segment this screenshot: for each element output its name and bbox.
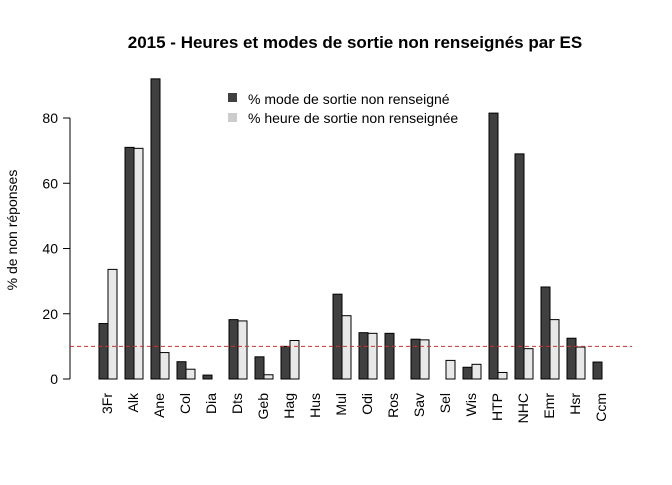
bar-NHC-mode [514, 153, 525, 380]
x-tick-label-NHC: NHC [515, 393, 531, 423]
bar-Emr-heure [549, 319, 560, 380]
bar-Geb-heure [263, 374, 274, 380]
x-tick-label-3Fr: 3Fr [99, 393, 115, 414]
bar-Ccm-mode [592, 361, 603, 380]
bar-Dia-mode [202, 374, 213, 380]
y-tick-label-20: 20 [42, 306, 58, 322]
y-tick-label-60: 60 [42, 175, 58, 191]
x-tick-label-Emr: Emr [541, 393, 557, 419]
bar-Col-heure [185, 368, 196, 380]
legend-swatch-heure [228, 113, 237, 122]
bar-Ane-heure [159, 352, 170, 380]
chart-title: 2015 - Heures et modes de sortie non ren… [128, 33, 582, 52]
bar-Geb-mode [254, 356, 265, 380]
legend-swatch-mode [228, 93, 237, 102]
bar-Alk-mode [124, 146, 135, 380]
legend: % mode de sortie non renseigné % heure d… [228, 91, 458, 126]
x-tick-label-Hag: Hag [281, 393, 297, 419]
legend-label-heure: % heure de sortie non renseignée [248, 110, 458, 126]
plot-area: 0 20 40 60 80 3Fr Alk Ane Col Dia Dts Geb Hag Hus Mul O… [42, 78, 632, 423]
y-tick-label-80: 80 [42, 110, 58, 126]
x-tick-label-Ccm: Ccm [593, 393, 609, 422]
x-tick-label-Col: Col [177, 393, 193, 414]
bar-Ane-mode [150, 78, 161, 380]
bar-Odi-heure [367, 332, 378, 380]
x-tick-label-Geb: Geb [255, 393, 271, 420]
legend-label-mode: % mode de sortie non renseigné [248, 91, 450, 107]
x-tick-label-Dia: Dia [203, 393, 219, 414]
bar-Dts-heure [237, 320, 248, 380]
x-tick-label-Mul: Mul [333, 393, 349, 416]
bar-NHC-heure [523, 348, 534, 380]
x-tick-label-Hus: Hus [307, 393, 323, 418]
x-tick-label-Odi: Odi [359, 393, 375, 415]
bar-Sav-heure [419, 339, 430, 380]
x-tick-label-Ros: Ros [385, 393, 401, 418]
bar-Wis-mode [462, 366, 473, 380]
bar-Emr-mode [540, 286, 551, 380]
bar-Odi-mode [358, 332, 369, 380]
x-tick-label-Sav: Sav [411, 393, 427, 417]
bar-Hag-mode [280, 345, 291, 380]
x-tick-label-Wis: Wis [463, 393, 479, 416]
y-axis-label: % de non réponses [4, 170, 20, 291]
y-tick-label-0: 0 [50, 371, 58, 387]
x-tick-label-Sel: Sel [437, 393, 453, 413]
x-tick-label-Alk: Alk [125, 392, 141, 412]
x-tick-label-Ane: Ane [151, 393, 167, 418]
bar-Mul-heure [341, 315, 352, 380]
x-tick-label-Hsr: Hsr [567, 393, 583, 415]
bar-Hsr-heure [575, 346, 586, 380]
bar-Hag-heure [289, 340, 300, 380]
y-tick-label-40: 40 [42, 241, 58, 257]
bar-HTP-heure [497, 371, 508, 380]
bar-Sav-mode [410, 338, 421, 380]
bar-Dts-mode [228, 319, 239, 380]
bar-3Fr-mode [98, 323, 109, 380]
bar-Ros-mode [384, 332, 395, 380]
bar-Mul-mode [332, 293, 343, 380]
bar-Alk-heure [133, 147, 144, 380]
bar-3Fr-heure [107, 268, 118, 380]
bar-Sel-heure [445, 359, 456, 380]
bar-Wis-heure [471, 363, 482, 380]
x-tick-label-HTP: HTP [489, 393, 505, 421]
bar-Col-mode [176, 361, 187, 380]
bar-Hsr-mode [566, 337, 577, 380]
bar-HTP-mode [488, 112, 499, 380]
x-tick-label-Dts: Dts [229, 393, 245, 414]
